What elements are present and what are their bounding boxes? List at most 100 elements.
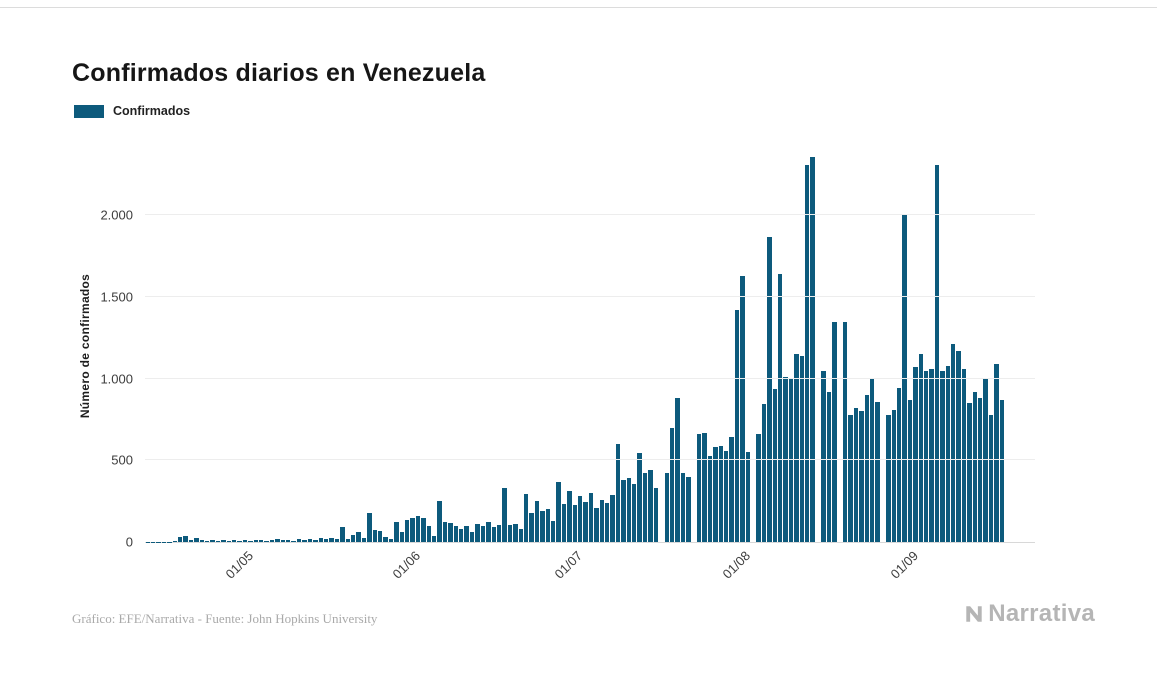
bar <box>183 536 188 542</box>
bar <box>405 519 410 542</box>
bar <box>556 482 561 542</box>
bar <box>226 541 231 542</box>
bar <box>345 538 350 542</box>
bar <box>583 501 588 542</box>
bar <box>399 532 404 542</box>
bar <box>464 526 469 542</box>
bar <box>469 532 475 542</box>
bar <box>621 479 626 542</box>
bar <box>237 540 242 542</box>
bar <box>442 522 448 542</box>
bar <box>232 540 237 542</box>
gridline <box>145 377 1035 379</box>
bar <box>188 540 194 542</box>
bar <box>648 470 653 542</box>
bar <box>605 502 610 542</box>
bar <box>842 321 848 542</box>
bar <box>377 531 383 542</box>
bar <box>810 156 815 542</box>
bar <box>323 539 329 542</box>
x-tick-label: 01/06 <box>389 548 424 582</box>
bar <box>615 444 621 542</box>
bar <box>707 456 713 542</box>
bar <box>199 540 204 542</box>
y-tick-label: 500 <box>111 452 133 468</box>
bar <box>853 408 859 542</box>
bar <box>545 509 550 542</box>
bar <box>340 527 345 542</box>
bar <box>513 524 518 542</box>
bar <box>540 510 545 542</box>
bar <box>453 525 459 542</box>
bar <box>934 164 940 542</box>
y-tick-label: 0 <box>125 534 133 550</box>
x-tick-label: 01/09 <box>887 548 921 582</box>
chart-title: Confirmados diarios en Venezuela <box>72 58 486 87</box>
bar <box>956 350 961 542</box>
bar <box>913 367 918 542</box>
bar <box>194 538 199 542</box>
legend-swatch <box>74 104 104 118</box>
bar <box>686 476 691 542</box>
bar <box>242 540 248 542</box>
bar <box>864 395 869 542</box>
bar <box>496 524 502 542</box>
bar <box>269 540 275 542</box>
plot-area: Número de confirmados 01/05 01/06 01/07 01/… <box>78 150 1035 582</box>
bar <box>291 540 296 542</box>
bar <box>421 518 426 542</box>
bar <box>275 539 280 542</box>
bar <box>529 513 534 542</box>
bar <box>896 388 902 542</box>
bar <box>702 432 707 542</box>
bar <box>507 524 513 542</box>
bar <box>572 505 577 542</box>
bar <box>848 414 853 542</box>
legend: Confirmados <box>74 104 190 118</box>
bar <box>967 403 972 542</box>
bar <box>778 274 783 542</box>
bar <box>367 512 372 542</box>
bar <box>550 520 556 542</box>
bar <box>918 354 923 542</box>
bar <box>415 515 421 542</box>
bar <box>794 354 799 542</box>
bar <box>745 452 750 542</box>
bar <box>448 523 453 542</box>
bar <box>924 370 929 542</box>
bar <box>286 539 291 542</box>
bar <box>756 434 761 542</box>
bar <box>394 521 399 542</box>
bar <box>669 427 675 542</box>
bar <box>875 401 880 542</box>
narrativa-n-icon <box>963 603 985 625</box>
bar <box>929 368 934 542</box>
bar <box>594 507 599 542</box>
bar <box>437 501 442 542</box>
bar <box>350 534 356 542</box>
bar <box>567 491 572 542</box>
bar <box>740 275 745 542</box>
bar <box>723 450 729 542</box>
bar <box>902 215 907 542</box>
bar <box>561 503 567 542</box>
bar <box>680 473 686 542</box>
bar <box>642 473 648 542</box>
bar <box>588 493 594 542</box>
top-divider <box>0 7 1157 8</box>
bar <box>761 403 767 542</box>
bar <box>826 391 832 542</box>
bar <box>486 522 491 542</box>
bar <box>961 368 967 542</box>
bar <box>318 537 323 542</box>
bar <box>696 434 702 542</box>
bar <box>886 414 891 542</box>
bar <box>718 445 723 542</box>
bar <box>210 539 215 542</box>
bar-chart: Número de confirmados 01/05 01/06 01/07 01/… <box>72 138 1057 608</box>
bar <box>999 399 1005 542</box>
bar <box>410 517 415 542</box>
bar <box>972 391 978 542</box>
y-tick-label: 1.500 <box>100 289 133 305</box>
bar <box>988 414 994 542</box>
